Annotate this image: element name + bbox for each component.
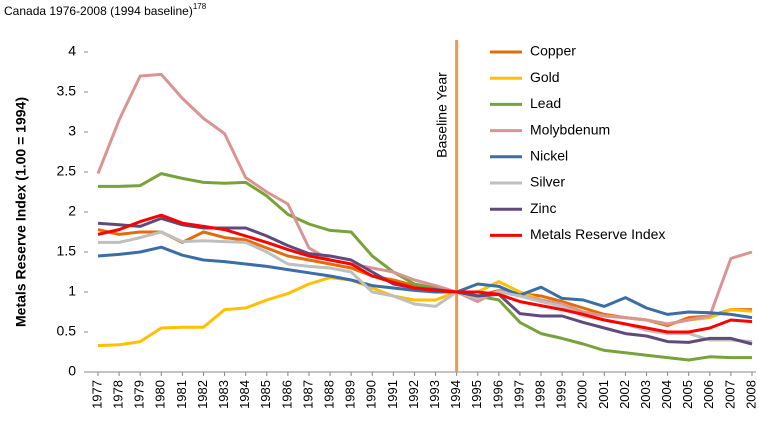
x-tick-label: 1997 [511,380,526,409]
x-tick-label: 1998 [532,380,547,409]
x-tick-label: 1981 [174,380,189,409]
x-tick-label: 2006 [701,380,716,409]
x-tick-label: 1989 [343,380,358,409]
series-line [98,172,752,362]
y-axis-label: Metals Reserve Index (1.00 = 1994) [13,97,29,327]
y-tick-label: 2.5 [57,163,77,179]
x-tick-label: 2004 [659,380,674,409]
x-tick-label: 1978 [111,380,126,409]
legend-label: Molybdenum [530,121,610,137]
x-tick-label: 2003 [638,380,653,409]
legend: Copper Gold Lead Molybdenum Nickel Silver Zinc… [482,40,712,248]
y-tick-label: 3.5 [57,83,77,99]
series-line [97,245,753,320]
legend-label: Zinc [530,200,556,216]
y-tick-label: 2 [68,203,76,219]
legend-label: Gold [530,69,560,85]
x-tick-label: 1993 [427,380,442,409]
baseline-label: Baseline Year [433,72,449,158]
legend-label: Silver [530,174,565,190]
legend-box [482,40,712,248]
x-tick-label: 2001 [596,380,611,409]
x-tick-label: 1990 [364,380,379,409]
x-tick-label: 1983 [216,380,231,409]
series-line [97,213,753,334]
x-tick-label: 1982 [195,380,210,409]
x-tick-label: 1987 [300,380,315,409]
y-tick-label: 0 [68,363,76,379]
x-tick-label: 1995 [469,380,484,409]
series-line [98,230,753,344]
legend-label: Copper [530,43,576,59]
x-tick-label: 2008 [743,380,758,409]
y-tick-label: 3 [68,123,76,139]
y-tick-label: 4 [68,43,76,59]
x-tick-label: 1985 [258,380,273,409]
legend-label: Lead [530,95,561,111]
x-tick-label: 1980 [153,380,168,409]
x-tick-label: 1979 [132,380,147,409]
series-line [96,72,753,326]
x-tick-label: 1977 [89,380,104,409]
chart-title: Canada 1976-2008 (1994 baseline)178 [4,2,207,18]
x-tick-label: 1999 [554,380,569,409]
y-tick-label: 1 [68,283,76,299]
legend-label: Nickel [530,148,568,164]
legend-label: Metals Reserve Index [530,226,665,242]
x-tick-label: 1991 [385,380,400,409]
title-note: 178 [193,2,207,11]
x-tick-label: 1984 [237,380,252,409]
x-tick-label: 2005 [680,380,695,409]
x-tick-label: 1988 [322,380,337,409]
x-tick-label: 1992 [406,380,421,409]
y-tick-label: 0.5 [57,323,77,339]
x-tick-label: 1986 [279,380,294,409]
x-tick-label: 2000 [575,380,590,409]
x-tick-label: 2002 [617,380,632,409]
x-tick-label: 1996 [490,380,505,409]
x-tick-label: 1994 [448,380,463,409]
x-tick-label: 2007 [722,380,737,409]
title-text: Canada 1976-2008 (1994 baseline) [4,4,193,18]
y-tick-label: 1.5 [57,243,77,259]
